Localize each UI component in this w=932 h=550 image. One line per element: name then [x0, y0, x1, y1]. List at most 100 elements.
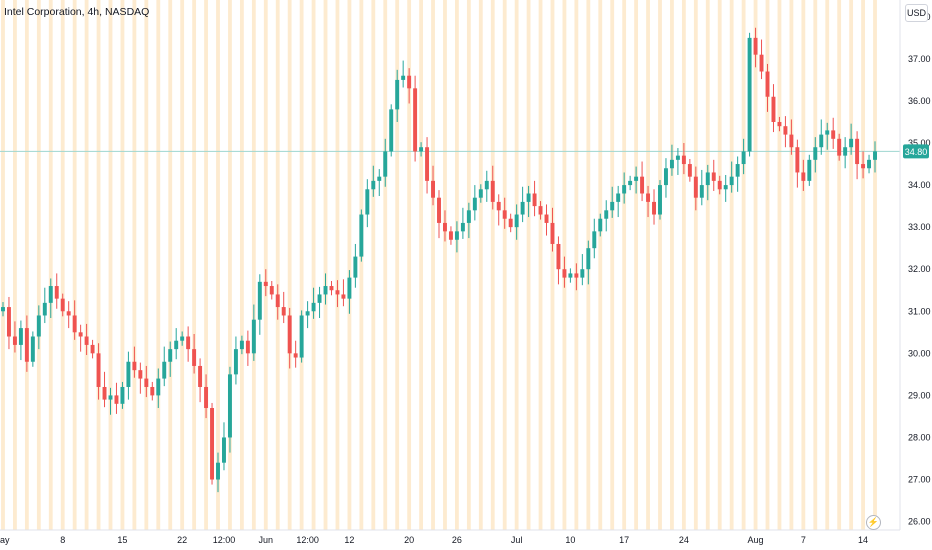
candle-body	[801, 172, 806, 181]
candle-body	[610, 201, 615, 211]
candle-body	[353, 256, 358, 278]
candle-body	[634, 176, 639, 181]
session-band	[251, 0, 256, 530]
candle-body	[144, 378, 149, 387]
session-band	[455, 0, 459, 530]
candles	[1, 27, 877, 493]
session-band	[36, 0, 41, 530]
x-tick-label: 12:00	[213, 535, 236, 545]
candle-body	[24, 328, 29, 362]
candle-body	[335, 290, 340, 295]
candle-body	[413, 88, 418, 152]
y-tick-label: 29.00	[908, 390, 931, 400]
session-band	[395, 0, 400, 530]
candle-body	[1, 307, 5, 312]
candle-body	[466, 210, 471, 223]
session-band	[335, 0, 340, 530]
session-band	[729, 0, 734, 530]
candle-body	[371, 180, 376, 190]
candle-body	[126, 361, 131, 387]
candle-body	[849, 138, 854, 148]
session-bands	[1, 0, 877, 530]
session-band	[263, 0, 268, 530]
candle-body	[425, 147, 430, 181]
candle-body	[359, 214, 364, 257]
x-tick-label: 22	[177, 535, 187, 545]
candle-body	[150, 386, 155, 396]
candle-body	[257, 281, 262, 320]
candle-body	[693, 176, 698, 198]
session-band	[741, 0, 746, 530]
candle-body	[843, 147, 848, 156]
candle-body	[765, 71, 770, 97]
candle-body	[681, 155, 686, 165]
x-tick-label: 14	[858, 535, 868, 545]
candle-body	[18, 328, 23, 345]
candle-body	[514, 214, 519, 228]
candle-body	[275, 294, 280, 308]
candle-body	[287, 315, 292, 354]
session-band	[514, 0, 519, 530]
candle-body	[490, 180, 495, 202]
lightning-icon[interactable]: ⚡	[866, 515, 881, 530]
candle-body	[604, 210, 609, 219]
session-band	[431, 0, 435, 530]
candle-body	[245, 340, 250, 354]
candle-body	[867, 159, 872, 169]
y-tick-label: 26.00	[908, 517, 931, 527]
candle-body	[431, 180, 435, 198]
session-band	[60, 0, 65, 530]
candle-body	[807, 159, 812, 181]
session-band	[204, 0, 208, 530]
session-band	[526, 0, 531, 530]
session-band	[693, 0, 698, 530]
y-tick-label: 34.00	[908, 180, 931, 190]
candle-body	[72, 315, 77, 333]
y-tick-label: 37.00	[908, 54, 931, 64]
candle-body	[675, 155, 680, 160]
candle-body	[652, 201, 656, 215]
session-band	[371, 0, 376, 530]
candle-body	[162, 361, 167, 379]
y-tick-label: 32.00	[908, 264, 931, 274]
session-band	[13, 0, 17, 530]
candle-body	[735, 164, 740, 177]
candle-body	[687, 164, 692, 177]
candle-body	[299, 315, 304, 358]
x-tick-label: 17	[619, 535, 629, 545]
candle-body	[658, 185, 662, 215]
candle-body	[138, 370, 143, 379]
candle-body	[78, 332, 83, 337]
candle-body	[12, 336, 17, 345]
candle-body	[616, 193, 621, 202]
y-tick-label: 27.00	[908, 475, 931, 485]
chart-title: Intel Corporation, 4h, NASDAQ	[4, 6, 150, 18]
candle-body	[305, 311, 310, 316]
session-band	[1, 0, 5, 530]
candle-body	[96, 353, 101, 387]
candle-body	[508, 218, 513, 228]
candle-body	[84, 336, 89, 345]
candle-body	[460, 222, 465, 232]
candle-body	[269, 286, 274, 295]
candle-body	[263, 281, 268, 287]
session-band	[466, 0, 471, 530]
session-band	[502, 0, 507, 530]
currency-button[interactable]: USD	[905, 4, 928, 22]
candle-body	[395, 79, 400, 110]
session-band	[287, 0, 292, 530]
session-band	[538, 0, 543, 530]
candle-body	[48, 286, 53, 303]
x-tick-label: ay	[0, 535, 10, 545]
candle-body	[532, 193, 537, 207]
candle-body	[239, 340, 244, 350]
candle-body	[544, 214, 549, 223]
candle-body	[198, 365, 203, 387]
candle-body	[705, 172, 710, 186]
session-band	[323, 0, 328, 530]
candle-body	[813, 147, 818, 160]
session-band	[48, 0, 53, 530]
candle-body	[669, 159, 674, 169]
candle-body	[377, 176, 382, 181]
